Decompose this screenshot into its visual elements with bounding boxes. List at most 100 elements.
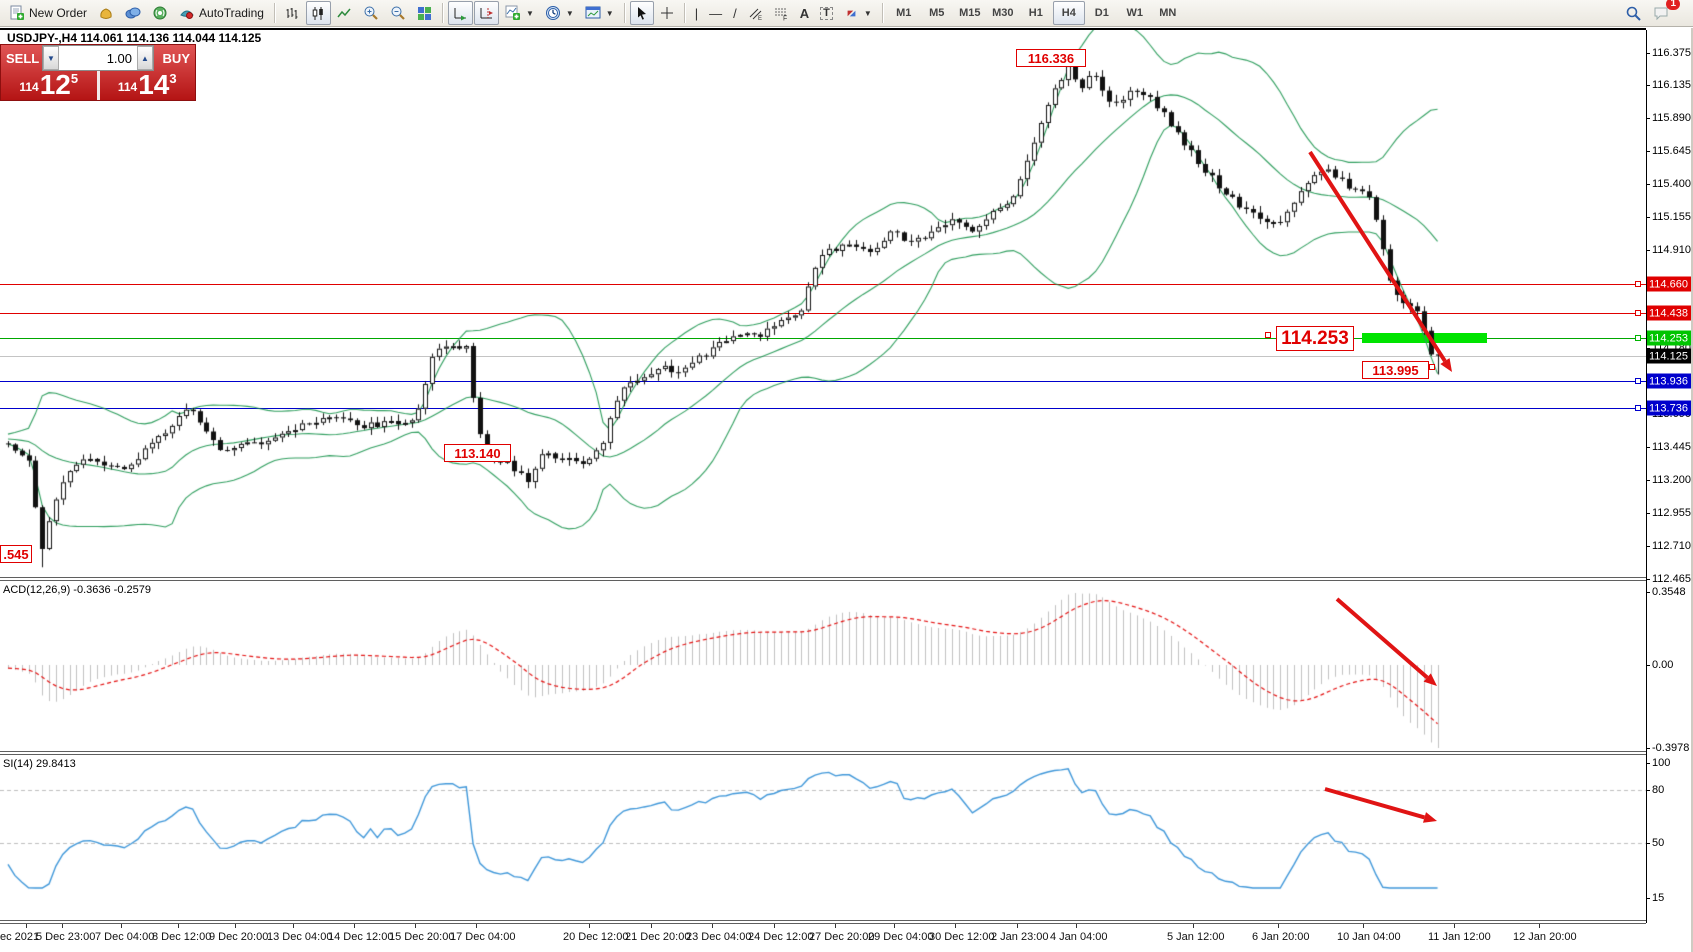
- horizontal-line-tool-button[interactable]: —: [704, 1, 727, 25]
- time-label: 13 Dec 04:00: [267, 931, 333, 943]
- time-tick: [774, 924, 775, 928]
- volume-increase-button[interactable]: ▲: [137, 46, 153, 70]
- toolbar-separator: [441, 3, 443, 23]
- chart-shift-button[interactable]: [473, 1, 499, 25]
- line-anchor-square[interactable]: [1635, 310, 1641, 316]
- notifications-button[interactable]: 1: [1648, 0, 1680, 25]
- time-label: 14 Dec 12:00: [328, 931, 394, 943]
- notification-badge: 1: [1666, 0, 1680, 10]
- auto-scroll-button[interactable]: [447, 1, 473, 25]
- macd-tick-mark: [1646, 665, 1650, 666]
- time-tick: [26, 924, 27, 928]
- trend-arrow-rsi[interactable]: [1311, 775, 1451, 835]
- price-tick-label: 113.200: [1652, 474, 1691, 486]
- line-anchor-square[interactable]: [1635, 335, 1641, 341]
- line-chart-button[interactable]: [332, 1, 357, 25]
- price-callout[interactable]: 114.253: [1276, 326, 1354, 351]
- line-anchor-square[interactable]: [1635, 281, 1641, 287]
- chat-bubble-icon: [1654, 7, 1668, 20]
- line-anchor-square[interactable]: [1635, 405, 1641, 411]
- timeframe-mn-button[interactable]: MN: [1159, 7, 1177, 19]
- price-axis-line[interactable]: [1646, 30, 1647, 923]
- trendline-tool-button[interactable]: /: [728, 1, 742, 25]
- candlestick-chart-button[interactable]: [305, 1, 331, 25]
- time-label: 20 Dec 12:00: [563, 931, 629, 943]
- search-button[interactable]: [1620, 1, 1647, 25]
- chevron-down-icon: ▼: [525, 8, 534, 18]
- price-callout[interactable]: 116.336: [1016, 49, 1086, 67]
- price-tick-label: 115.155: [1652, 211, 1691, 223]
- line-anchor-square[interactable]: [1635, 378, 1641, 384]
- price-tick-label: 116.135: [1652, 79, 1691, 91]
- time-label: 21 Dec 20:00: [625, 931, 691, 943]
- chart-shift-icon: [480, 7, 493, 18]
- signals-icon: [153, 6, 167, 20]
- timeframe-d1-button[interactable]: D1: [1094, 7, 1109, 19]
- timeframe-h4-button[interactable]: H4: [1052, 1, 1085, 25]
- crosshair-tool-button[interactable]: [655, 1, 679, 25]
- zoom-out-button[interactable]: [385, 1, 411, 25]
- macd-tick-mark: [1646, 592, 1650, 593]
- line-anchor-square[interactable]: [1429, 364, 1435, 370]
- timeframe-m1-button[interactable]: M1: [896, 7, 912, 19]
- new-order-button[interactable]: New Order: [4, 1, 92, 25]
- terminal-button[interactable]: [120, 1, 146, 25]
- price-tick-label: 115.400: [1652, 178, 1691, 190]
- toolbar-separator: [881, 3, 883, 23]
- time-label: 23 Dec 04:00: [686, 931, 752, 943]
- rsi-panel-divider[interactable]: [0, 751, 1646, 755]
- zoom-in-button[interactable]: [358, 1, 384, 25]
- fibonacci-tool-button[interactable]: F: [769, 1, 794, 25]
- window-right-border: [1691, 28, 1693, 952]
- templates-button[interactable]: ▼: [580, 1, 619, 25]
- autotrading-button[interactable]: AutoTrading: [174, 1, 269, 25]
- timeframe-h1-button[interactable]: H1: [1028, 7, 1043, 19]
- profiles-button[interactable]: [93, 1, 119, 25]
- indicators-button[interactable]: ▼: [500, 1, 539, 25]
- cursor-tool-button[interactable]: [629, 1, 654, 25]
- toolbar: New Order AutoTrading: [0, 0, 1693, 27]
- timeframe-m5-button[interactable]: M5: [929, 7, 945, 19]
- macd-tick-label: 0.3548: [1652, 586, 1686, 598]
- trend-arrow-macd[interactable]: [1323, 585, 1451, 700]
- text-tool-button[interactable]: A: [795, 1, 814, 25]
- timeframe-m30-button[interactable]: M30: [992, 7, 1014, 19]
- time-axis-divider[interactable]: [0, 920, 1646, 924]
- periods-button[interactable]: ▼: [540, 1, 579, 25]
- sell-button[interactable]: SELL: [1, 45, 42, 71]
- time-label: 9 Dec 20:00: [209, 931, 269, 943]
- equidistant-channel-tool-button[interactable]: E: [743, 1, 768, 25]
- timeframe-w1-button[interactable]: W1: [1126, 7, 1144, 19]
- time-label: 30 Dec 12:00: [929, 931, 995, 943]
- horizontal-line-icon: —: [709, 5, 723, 21]
- tile-windows-button[interactable]: [412, 1, 437, 25]
- price-callout[interactable]: 113.995: [1362, 361, 1429, 379]
- buy-button[interactable]: BUY: [154, 45, 195, 71]
- line-anchor-square[interactable]: [1265, 332, 1271, 338]
- volume-decrease-button[interactable]: ▼: [43, 46, 59, 70]
- bar-chart-button[interactable]: [280, 1, 305, 25]
- signals-button[interactable]: [147, 1, 173, 25]
- candlestick-chart-icon: [312, 6, 323, 20]
- time-label: 10 Jan 04:00: [1337, 931, 1401, 943]
- price-tick-mark: [1646, 250, 1650, 251]
- volume-input[interactable]: 1.00: [106, 50, 132, 66]
- time-label: 4 Jan 04:00: [1050, 931, 1108, 943]
- trend-arrow-price[interactable]: [1296, 138, 1466, 386]
- buy-price-button[interactable]: 114 14 3: [100, 71, 196, 100]
- time-label: 29 Dec 04:00: [868, 931, 934, 943]
- new-order-icon: [10, 5, 24, 20]
- price-level-label: 114.660: [1647, 276, 1691, 292]
- price-callout[interactable]: 113.140: [444, 444, 511, 462]
- vertical-line-tool-button[interactable]: |: [690, 1, 703, 25]
- macd-panel-divider[interactable]: [0, 577, 1646, 581]
- text-label-tool-button[interactable]: T: [815, 1, 838, 25]
- time-tick: [415, 924, 416, 928]
- timeframe-m15-button[interactable]: M15: [959, 7, 981, 19]
- sell-price-button[interactable]: 114 12 5: [1, 71, 97, 100]
- price-callout[interactable]: .545: [0, 545, 32, 563]
- chart-canvas[interactable]: [0, 30, 1646, 923]
- arrows-tool-button[interactable]: ▼: [839, 1, 877, 25]
- price-tick-label: 116.375: [1652, 47, 1691, 59]
- chevron-down-icon: ▼: [565, 8, 574, 18]
